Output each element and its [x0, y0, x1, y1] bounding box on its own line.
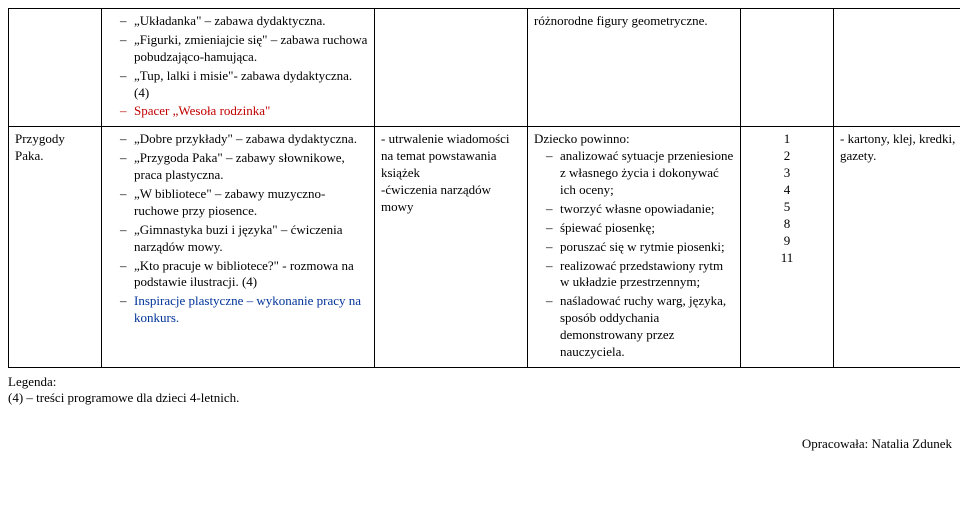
content-table: „Układanka" – zabawa dydaktyczna. „Figur… [8, 8, 960, 368]
list-item-label: Inspiracje plastyczne – wykonanie pracy … [134, 293, 361, 325]
list-item: Spacer „Wesoła rodzinka" [120, 103, 368, 120]
list-item: śpiewać piosenkę; [546, 220, 734, 237]
list-item: „Przygoda Paka" – zabawy słownikowe, pra… [120, 150, 368, 184]
number-item: 3 [747, 165, 827, 182]
cell-outcomes-r2: Dziecko powinno: analizować sytuacje prz… [528, 127, 741, 368]
cell-numbers-r1 [741, 9, 834, 127]
list-item: „Dobre przykłady" – zabawa dydaktyczna. [120, 131, 368, 148]
outcomes-lead: Dziecko powinno: [534, 131, 630, 146]
list-item: tworzyć własne opowiadanie; [546, 201, 734, 218]
cell-topic-r2: Przygody Paka. [9, 127, 102, 368]
cell-activities-r1: „Układanka" – zabawa dydaktyczna. „Figur… [102, 9, 375, 127]
outcomes-list: analizować sytuacje przeniesione z własn… [534, 148, 734, 361]
list-item: „Gimnastyka buzi i języka" – ćwiczenia n… [120, 222, 368, 256]
cell-materials-r1 [834, 9, 960, 127]
list-item: „Układanka" – zabawa dydaktyczna. [120, 13, 368, 30]
activity-list-r2: „Dobre przykłady" – zabawa dydaktyczna. … [108, 131, 368, 327]
activity-list-r1: „Układanka" – zabawa dydaktyczna. „Figur… [108, 13, 368, 120]
list-item: analizować sytuacje przeniesione z własn… [546, 148, 734, 199]
cell-activities-r2: „Dobre przykłady" – zabawa dydaktyczna. … [102, 127, 375, 368]
list-item: „Tup, lalki i misie"- zabawa dydaktyczna… [120, 68, 368, 102]
list-item: Inspiracje plastyczne – wykonanie pracy … [120, 293, 368, 327]
cell-goals-r1 [375, 9, 528, 127]
list-item: poruszać się w rytmie piosenki; [546, 239, 734, 256]
legend-block: Legenda: (4) – treści programowe dla dzi… [8, 374, 952, 406]
number-item: 4 [747, 182, 827, 199]
number-item: 11 [747, 250, 827, 267]
cell-outcomes-r1: różnorodne figury geometryczne. [528, 9, 741, 127]
cell-materials-r2: - kartony, klej, kredki, gazety. [834, 127, 960, 368]
table-row: „Układanka" – zabawa dydaktyczna. „Figur… [9, 9, 960, 127]
list-item: „Kto pracuje w bibliotece?" - rozmowa na… [120, 258, 368, 292]
list-item: „Figurki, zmieniajcie się" – zabawa ruch… [120, 32, 368, 66]
number-item: 1 [747, 131, 827, 148]
legend-title: Legenda: [8, 374, 952, 390]
number-item: 9 [747, 233, 827, 250]
list-item: naśladować ruchy warg, języka, sposób od… [546, 293, 734, 361]
list-item-label: Spacer „Wesoła rodzinka" [134, 103, 270, 118]
cell-goals-r2: - utrwalenie wiadomości na temat powstaw… [375, 127, 528, 368]
number-item: 2 [747, 148, 827, 165]
list-item: realizować przedstawiony rytm w układzie… [546, 258, 734, 292]
legend-line: (4) – treści programowe dla dzieci 4-let… [8, 390, 952, 406]
author-line: Opracowała: Natalia Zdunek [8, 436, 952, 452]
cell-topic-r1 [9, 9, 102, 127]
table-row: Przygody Paka. „Dobre przykłady" – zabaw… [9, 127, 960, 368]
number-item: 8 [747, 216, 827, 233]
cell-numbers-r2: 1 2 3 4 5 8 9 11 [741, 127, 834, 368]
number-item: 5 [747, 199, 827, 216]
list-item: „W bibliotece" – zabawy muzyczno-ruchowe… [120, 186, 368, 220]
